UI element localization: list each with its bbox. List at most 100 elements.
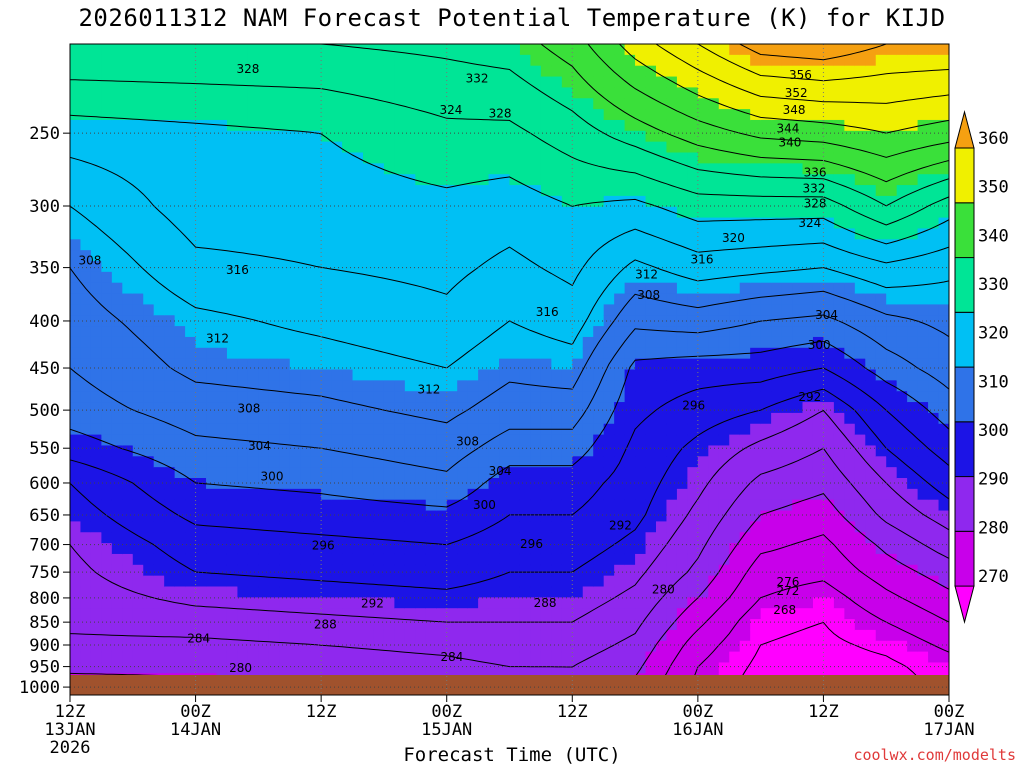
heatmap-cell [614, 65, 626, 78]
heatmap-cell [614, 315, 626, 327]
heatmap-cell [833, 44, 845, 56]
heatmap-cell [656, 282, 668, 295]
heatmap-cell [394, 412, 406, 425]
heatmap-cell [792, 445, 804, 457]
heatmap-cell [310, 532, 322, 544]
heatmap-cell [760, 185, 772, 197]
heatmap-cell [896, 564, 908, 577]
heatmap-cell [342, 488, 354, 501]
heatmap-cell [687, 195, 699, 208]
heatmap-cell [802, 130, 814, 143]
heatmap-cell [90, 76, 102, 88]
heatmap-cell [153, 434, 165, 447]
heatmap-cell [812, 456, 825, 468]
heatmap-cell [70, 597, 82, 609]
heatmap-cell [561, 195, 573, 208]
heatmap-cell [624, 119, 636, 132]
heatmap-cell [488, 369, 500, 381]
heatmap-cell [90, 326, 102, 338]
heatmap-cell [614, 271, 626, 284]
heatmap-cell [833, 217, 845, 230]
heatmap-cell [226, 228, 239, 240]
heatmap-cell [247, 250, 259, 262]
heatmap-cell [886, 271, 898, 284]
heatmap-cell [530, 163, 542, 175]
heatmap-cell [394, 282, 406, 295]
heatmap-cell [917, 467, 929, 479]
heatmap-cell [886, 499, 898, 512]
heatmap-cell [582, 478, 594, 490]
heatmap-cell [195, 271, 207, 284]
heatmap-cell [875, 282, 887, 295]
heatmap-cell [70, 315, 82, 327]
heatmap-cell [865, 282, 877, 295]
heatmap-cell [143, 195, 155, 208]
heatmap-cell [792, 586, 804, 598]
heatmap-cell [854, 206, 866, 219]
heatmap-cell [875, 109, 887, 121]
heatmap-cell [551, 44, 563, 56]
heatmap-cell [603, 478, 615, 490]
heatmap-cell [886, 488, 898, 501]
heatmap-cell [436, 347, 448, 360]
heatmap-cell [195, 250, 207, 262]
heatmap-cell [216, 445, 228, 457]
heatmap-cell [226, 423, 239, 436]
heatmap-cell [132, 651, 144, 664]
heatmap-cell [656, 521, 668, 533]
heatmap-cell [404, 54, 416, 67]
heatmap-cell [771, 195, 783, 208]
heatmap-cell [321, 553, 333, 566]
heatmap-cell [279, 239, 291, 251]
heatmap-cell [519, 629, 532, 642]
heatmap-cell [247, 271, 259, 284]
heatmap-cell [781, 304, 793, 316]
heatmap-cell [760, 619, 772, 631]
heatmap-cell [603, 326, 615, 338]
heatmap-cell [729, 185, 741, 197]
heatmap-cell [415, 293, 427, 305]
heatmap-cell [446, 293, 458, 305]
heatmap-cell [237, 423, 249, 436]
heatmap-cell [519, 402, 532, 414]
heatmap-cell [823, 54, 835, 67]
heatmap-cell [226, 65, 239, 78]
heatmap-cell [771, 304, 783, 316]
heatmap-cell [237, 445, 249, 457]
heatmap-cell [342, 564, 354, 577]
heatmap-cell [153, 87, 165, 99]
heatmap-cell [928, 250, 940, 262]
heatmap-cell [572, 478, 584, 490]
heatmap-cell [676, 402, 688, 414]
heatmap-cell [321, 412, 333, 425]
heatmap-cell [258, 553, 270, 566]
heatmap-cell [237, 195, 249, 208]
heatmap-cell [833, 65, 845, 78]
heatmap-cell [164, 65, 176, 78]
heatmap-cell [676, 564, 688, 577]
heatmap-cell [404, 347, 416, 360]
heatmap-cell [812, 250, 825, 262]
heatmap-cell [781, 543, 793, 555]
heatmap-cell [624, 98, 636, 110]
heatmap-cell [122, 271, 134, 284]
heatmap-cell [540, 608, 552, 620]
heatmap-cell [300, 152, 312, 164]
heatmap-cell [195, 109, 207, 121]
heatmap-cell [865, 553, 877, 566]
heatmap-cell [300, 336, 312, 349]
heatmap-cell [185, 575, 197, 588]
heatmap-cell [509, 315, 521, 327]
heatmap-cell [551, 619, 563, 631]
heatmap-cell [603, 261, 615, 273]
heatmap-cell [928, 597, 940, 609]
heatmap-cell [614, 44, 626, 56]
heatmap-cell [771, 130, 783, 143]
heatmap-cell [122, 478, 134, 490]
heatmap-cell [823, 564, 835, 577]
heatmap-cell [352, 206, 364, 219]
heatmap-cell [844, 586, 856, 598]
heatmap-cell [603, 293, 615, 305]
heatmap-cell [530, 152, 542, 164]
heatmap-cell [478, 640, 490, 653]
